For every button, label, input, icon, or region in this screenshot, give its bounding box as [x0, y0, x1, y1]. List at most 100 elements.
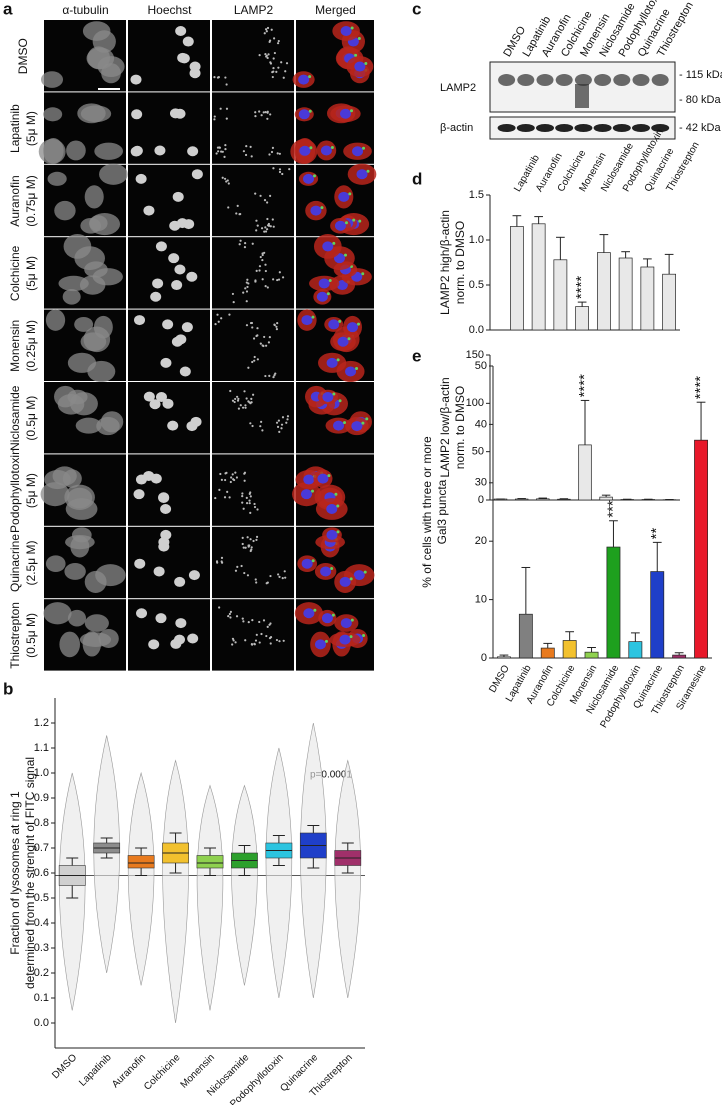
cell: [84, 614, 109, 632]
puncta: [235, 476, 239, 479]
puncta: [249, 511, 252, 514]
y-tick-label: 50: [475, 360, 487, 372]
puncta: [241, 406, 245, 409]
puncta: [245, 145, 248, 148]
y-tick-label: 1.0: [34, 767, 49, 779]
nucleus: [143, 205, 155, 216]
puncta: [276, 42, 280, 45]
puncta: [280, 61, 283, 64]
significance: **: [648, 528, 665, 540]
puncta: [266, 581, 269, 584]
y-axis-label: % of cells with three or more: [420, 436, 434, 588]
puncta: [246, 285, 249, 289]
cell: [97, 56, 125, 78]
nucleus: [352, 146, 364, 157]
violin: [127, 771, 155, 986]
puncta: [243, 472, 246, 475]
panel-label: a: [3, 0, 13, 18]
band: [574, 74, 592, 86]
puncta: [247, 621, 250, 624]
micrograph: [44, 382, 126, 454]
band: [536, 74, 554, 86]
nucleus: [155, 392, 167, 403]
cell: [79, 632, 112, 647]
puncta: [244, 406, 247, 409]
nucleus: [303, 173, 315, 184]
puncta: [254, 111, 257, 114]
puncta: [231, 643, 234, 646]
puncta: [242, 507, 245, 510]
micrograph: [40, 20, 126, 92]
row-label: Colchicine: [8, 245, 22, 301]
puncta: [272, 376, 275, 379]
puncta: [227, 182, 230, 185]
y-tick-label: 0.7: [34, 842, 49, 854]
micrograph: [212, 309, 294, 381]
puncta: [263, 199, 267, 202]
puncta: [266, 228, 269, 231]
nucleus: [339, 108, 351, 119]
nucleus: [191, 169, 203, 180]
puncta: [250, 321, 254, 325]
row-label: Lapatinib: [8, 104, 22, 153]
puncta: [331, 613, 335, 617]
cell: [45, 309, 66, 331]
puncta: [349, 109, 353, 113]
y-tick-label: 0.5: [469, 279, 484, 291]
puncta: [264, 374, 267, 378]
puncta: [278, 168, 282, 171]
puncta: [275, 70, 278, 74]
puncta: [275, 325, 278, 328]
image-frame: [212, 599, 294, 671]
nucleus: [351, 421, 363, 432]
puncta: [244, 242, 247, 245]
puncta: [263, 230, 266, 233]
puncta: [258, 265, 262, 268]
puncta: [270, 150, 274, 154]
micrograph: [296, 234, 374, 309]
puncta: [278, 152, 281, 155]
puncta: [221, 150, 224, 153]
puncta: [251, 424, 254, 428]
puncta: [253, 505, 257, 509]
puncta: [231, 292, 235, 296]
row-dose: (0.5μ M): [24, 396, 38, 441]
image-frame: [212, 164, 294, 237]
row-dose: (0.25μ M): [24, 320, 38, 372]
puncta: [249, 495, 252, 498]
puncta: [270, 28, 273, 31]
puncta: [215, 560, 219, 563]
puncta: [214, 496, 217, 500]
y-tick-label: 0.3: [34, 942, 49, 954]
nucleus: [337, 336, 349, 347]
puncta: [243, 246, 247, 249]
puncta: [245, 496, 248, 500]
annotation: p=0.0001: [310, 770, 352, 781]
puncta: [244, 287, 247, 290]
cell: [43, 137, 64, 164]
puncta: [218, 488, 221, 491]
puncta: [253, 359, 256, 362]
puncta: [268, 40, 271, 44]
nucleus: [174, 264, 186, 275]
nucleus: [155, 241, 167, 252]
puncta: [275, 638, 279, 642]
puncta: [234, 569, 238, 572]
puncta: [256, 358, 259, 361]
puncta: [281, 172, 284, 176]
puncta: [249, 491, 252, 494]
puncta: [237, 407, 241, 410]
puncta: [268, 336, 271, 339]
nucleus: [187, 633, 199, 644]
puncta: [254, 279, 257, 282]
band: [651, 74, 669, 86]
nucleus: [160, 504, 172, 515]
puncta: [264, 111, 267, 114]
puncta: [271, 218, 274, 221]
nucleus: [316, 291, 328, 302]
micrograph: [212, 526, 294, 599]
nucleus: [167, 420, 179, 431]
puncta: [272, 57, 275, 60]
puncta: [256, 327, 259, 330]
puncta: [234, 397, 237, 401]
